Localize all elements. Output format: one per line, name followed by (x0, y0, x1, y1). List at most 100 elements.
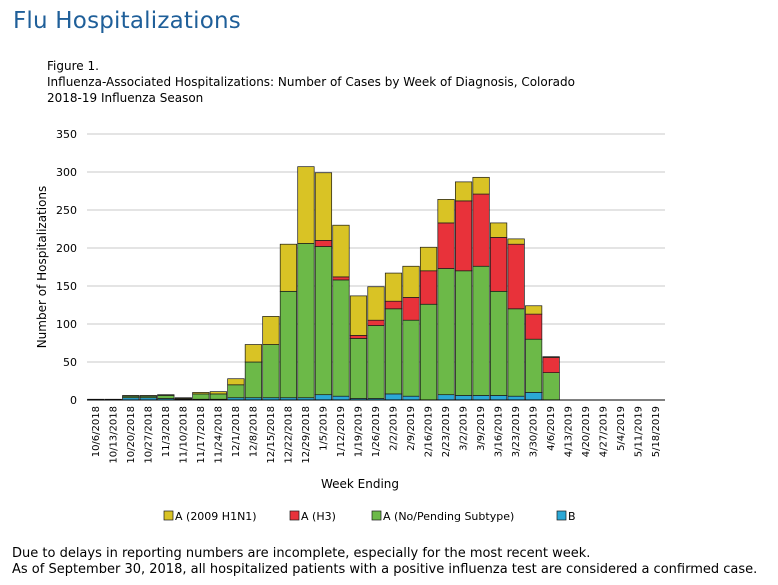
bar-segment (262, 316, 280, 345)
x-tick-label: 2/23/2019 (441, 406, 452, 457)
bar-segment (490, 237, 508, 292)
x-tick-label: 3/30/2019 (529, 406, 540, 457)
x-tick-label: 4/20/2019 (581, 406, 592, 457)
bar-segment (419, 270, 438, 305)
bar-segment (244, 344, 262, 363)
bar-segment (437, 394, 455, 401)
x-tick-label: 12/1/2018 (231, 406, 242, 457)
y-tick-label: 150 (56, 280, 77, 293)
bar-segment (454, 395, 473, 401)
figure-title-line2: 2018-19 Influenza Season (47, 91, 204, 105)
bar-segment (349, 338, 368, 399)
bar-segment (437, 268, 455, 396)
legend: A (2009 H1N1) A (H3) A (No/Pending Subtype… (163, 510, 576, 523)
x-tick-label: 4/6/2019 (546, 406, 557, 451)
x-tick-label: 3/9/2019 (476, 406, 487, 451)
bar-segment (454, 270, 473, 396)
bar-segment (157, 394, 175, 396)
bar-segment (227, 384, 245, 399)
bar-segment (297, 166, 315, 244)
bar-segment (402, 297, 420, 321)
x-tick-label: 2/9/2019 (406, 406, 417, 451)
x-tick-label: 1/12/2019 (336, 406, 347, 457)
figure-caption: Figure 1. Influenza-Associated Hospitali… (47, 58, 575, 106)
bar-segment (402, 319, 420, 397)
legend-swatch (556, 510, 567, 521)
bar-segment (332, 279, 350, 397)
y-tick-labels: 0 50 100 150 200 250 300 350 (56, 128, 77, 407)
bar-segment (122, 395, 140, 397)
x-axis-label: Week Ending (321, 477, 399, 491)
bar-segment (367, 286, 385, 321)
bar-segment (490, 290, 508, 396)
x-tick-label: 3/16/2019 (494, 406, 505, 457)
legend-swatch (289, 510, 300, 521)
x-tick-label: 11/10/2018 (178, 406, 189, 464)
bar-segment (314, 240, 333, 247)
bar-segment (490, 222, 508, 238)
x-tick-label: 11/24/2018 (213, 406, 224, 464)
bar-segment (192, 392, 210, 395)
page-title: Flu Hospitalizations (13, 8, 241, 34)
bar-segment (402, 265, 420, 298)
y-tick-label: 300 (56, 166, 77, 179)
x-tick-label: 10/13/2018 (108, 406, 119, 464)
bar-segment (507, 308, 525, 397)
y-tick-label: 350 (56, 128, 77, 141)
bar-segment (507, 238, 525, 245)
footnote-line1: Due to delays in reporting numbers are i… (12, 546, 591, 561)
bar-segment (209, 393, 227, 400)
x-tick-label: 3/2/2019 (459, 406, 470, 451)
bar-segment (157, 395, 175, 399)
bar-segment (279, 290, 298, 399)
bar-segment (525, 338, 543, 393)
bar-segment (297, 243, 315, 399)
bar-segment (542, 357, 560, 373)
bar-segment (314, 394, 333, 401)
bar-segment (507, 395, 525, 401)
bar-segment (525, 305, 543, 315)
bar-segment (454, 181, 473, 202)
bar-segment (227, 378, 245, 386)
bar-segment (507, 243, 525, 310)
bar-segment (384, 393, 403, 401)
bar-segment (454, 200, 473, 272)
bar-segment (419, 303, 438, 401)
bar-segment (262, 344, 280, 399)
bar-segment (472, 265, 490, 396)
bar-segment (332, 395, 350, 401)
legend-label: A (No/Pending Subtype) (383, 510, 514, 523)
bar-segment (349, 295, 368, 336)
bar-segment (244, 361, 262, 399)
x-tick-label: 2/2/2019 (389, 406, 400, 451)
legend-label: A (2009 H1N1) (175, 510, 257, 523)
bar-segment (209, 391, 227, 395)
y-tick-label: 100 (56, 318, 77, 331)
bar-segment (384, 300, 403, 310)
x-tick-label: 10/6/2018 (91, 406, 102, 457)
x-tick-label: 5/4/2019 (616, 406, 627, 451)
y-tick-label: 50 (63, 356, 77, 369)
bars (87, 166, 560, 401)
bar-segment (314, 246, 333, 396)
figure-title-line1: Influenza-Associated Hospitalizations: N… (47, 75, 575, 89)
bar-segment (314, 172, 333, 241)
x-tick-label: 12/22/2018 (283, 406, 294, 464)
x-tick-label: 1/26/2019 (371, 406, 382, 457)
bar-segment (490, 395, 508, 401)
figure-label: Figure 1. (47, 59, 99, 73)
bar-segment (437, 199, 455, 224)
bar-segment (437, 222, 455, 269)
y-tick-label: 0 (70, 394, 77, 407)
x-tick-label: 12/15/2018 (266, 406, 277, 464)
bar-segment (349, 335, 368, 339)
x-tick-label: 4/13/2019 (564, 406, 575, 457)
legend-label: B (568, 510, 576, 523)
x-tick-label: 5/11/2019 (634, 406, 645, 457)
bar-segment (192, 393, 210, 400)
bar-segment (139, 395, 157, 397)
bar-segment (279, 243, 298, 292)
legend-swatch (371, 510, 382, 521)
bar-segment (542, 356, 560, 358)
y-tick-label: 200 (56, 242, 77, 255)
